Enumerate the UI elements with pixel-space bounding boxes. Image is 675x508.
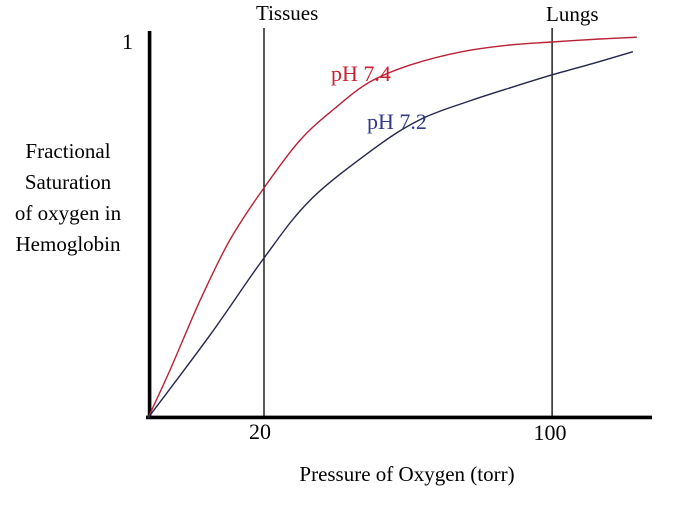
y-axis-label-line-1: Fractional <box>25 139 111 163</box>
y-axis-tick-label-1: 1 <box>122 29 133 54</box>
x-axis-label: Pressure of Oxygen (torr) <box>299 462 515 486</box>
y-axis-label: Fractional Saturation of oxygen in Hemog… <box>2 136 134 260</box>
reference-line-label-tissues: Tissues <box>256 1 319 25</box>
y-axis-label-line-4: Hemoglobin <box>15 232 121 256</box>
curve-label-ph-7-2: pH 7.2 <box>367 109 427 134</box>
reference-line-label-lungs: Lungs <box>546 2 599 26</box>
x-axis-tick-label-100: 100 <box>533 420 567 445</box>
y-axis-label-line-2: Saturation <box>24 170 112 194</box>
curve-label-ph-7-4: pH 7.4 <box>331 61 391 86</box>
x-axis-tick-label-20: 20 <box>249 419 271 444</box>
y-axis-label-line-3: of oxygen in <box>14 201 122 225</box>
